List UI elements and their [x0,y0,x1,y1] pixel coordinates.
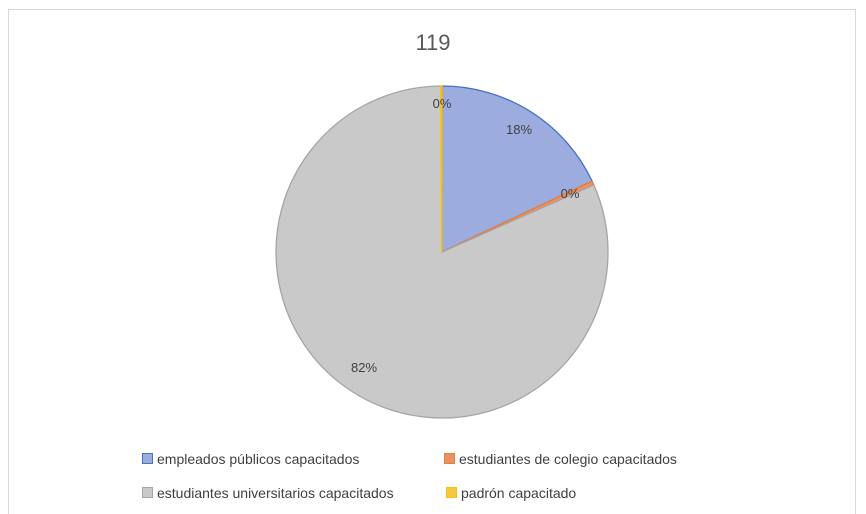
data-label: 82% [351,360,377,375]
slice-empleados [441,85,593,254]
legend-swatch [142,453,153,464]
legend-label: estudiantes de colegio capacitados [459,451,677,467]
data-label: 0% [561,186,580,201]
data-label: 0% [433,96,452,111]
chart-title: 119 [415,30,451,55]
legend-label: empleados públicos capacitados [157,451,360,467]
legend-label: estudiantes universitarios capacitados [157,485,394,501]
legend-item-colegio: estudiantes de colegio capacitados [444,451,677,467]
legend-swatch [444,453,455,464]
legend-item-padron: padrón capacitado [446,485,576,501]
legend-label: padrón capacitado [461,485,577,501]
legend-swatch [142,487,153,498]
legend-item-empleados: empleados públicos capacitados [142,451,359,467]
legend-swatch [446,487,457,498]
slice-padron [440,85,443,253]
data-label: 18% [506,122,532,137]
legend-item-universitarios: estudiantes universitarios capacitados [142,485,394,501]
